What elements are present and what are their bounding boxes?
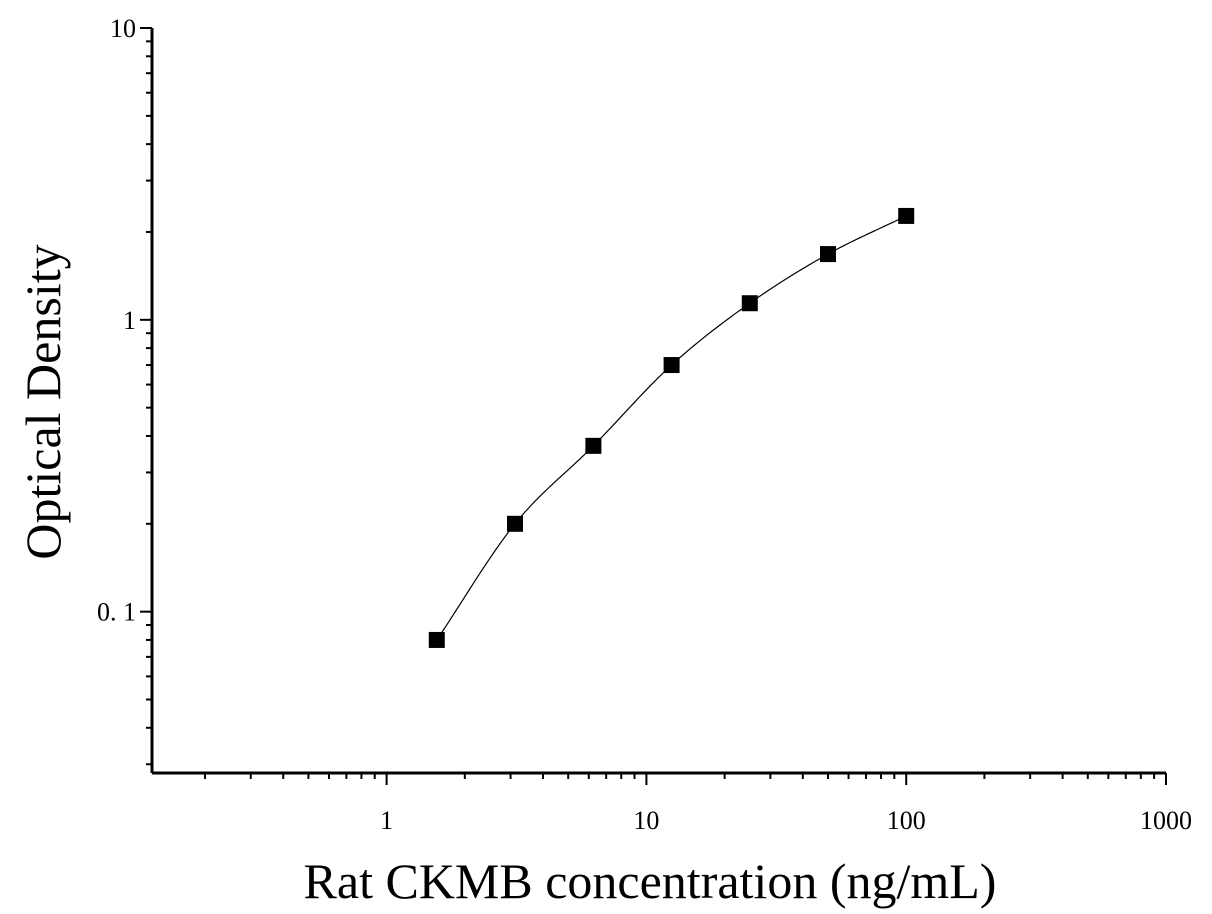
data-point — [428, 631, 445, 648]
tick-labels: 1 10 100 1000 0. 1 1 10 — [97, 14, 1192, 835]
y-tick-label: 1 — [123, 306, 136, 335]
y-axis-title: Optical Density — [15, 244, 71, 559]
data-point — [741, 295, 758, 312]
x-tick-label: 1 — [380, 806, 393, 835]
x-tick-label: 1000 — [1140, 806, 1192, 835]
data-points — [428, 207, 915, 648]
data-point — [820, 246, 836, 263]
x-tick-label: 10 — [633, 806, 659, 835]
x-tick-label: 100 — [887, 806, 926, 835]
data-point — [898, 207, 915, 224]
minor-ticks — [146, 40, 1156, 779]
fit-curve — [436, 215, 907, 641]
data-point — [663, 357, 680, 374]
x-axis-title: Rat CKMB concentration (ng/mL) — [304, 853, 997, 909]
major-ticks — [140, 27, 1167, 785]
data-point — [585, 437, 602, 454]
data-point — [506, 515, 523, 532]
y-tick-label: 10 — [110, 14, 136, 43]
y-tick-label: 0. 1 — [97, 598, 136, 627]
